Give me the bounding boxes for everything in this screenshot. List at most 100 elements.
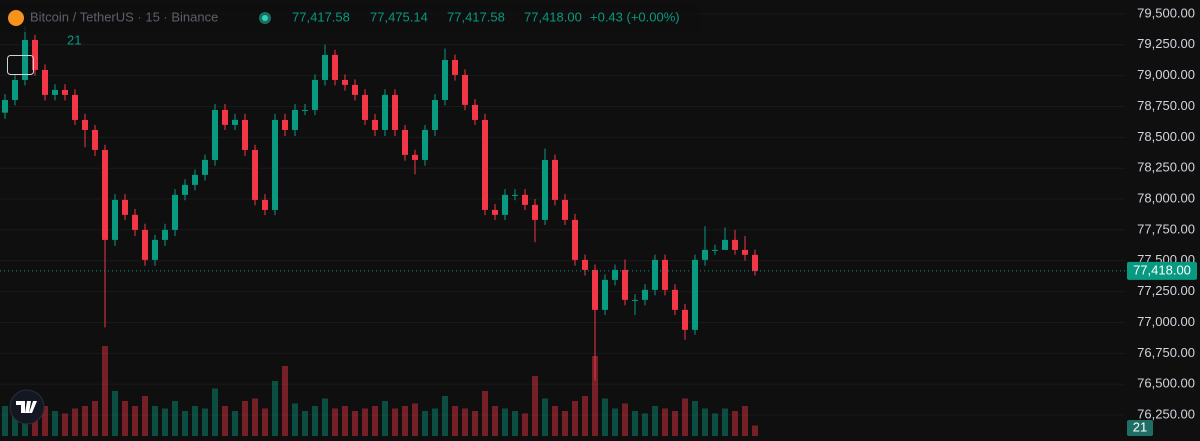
candle-body <box>202 159 208 175</box>
volume-bar <box>692 401 698 436</box>
volume-bar <box>392 408 398 436</box>
volume-bar <box>152 406 158 436</box>
volume-bar <box>352 411 358 436</box>
volume-bar <box>532 376 538 436</box>
volume-bar <box>752 425 758 436</box>
volume-bar <box>462 408 468 436</box>
last-price-label: 77,418.00 <box>1133 262 1191 277</box>
candle-body <box>242 119 248 150</box>
volume-bar <box>172 401 178 436</box>
volume-bar <box>132 406 138 436</box>
volume-bar <box>272 381 278 436</box>
volume-bar <box>572 401 578 436</box>
candle-body <box>532 204 538 220</box>
candle-body <box>422 129 428 160</box>
candle-body <box>262 199 268 210</box>
volume-bar <box>442 396 448 436</box>
volume-bar <box>332 408 338 436</box>
volume-bar <box>52 411 58 436</box>
volume-bar <box>2 406 8 436</box>
candle-body <box>452 59 458 75</box>
volume-legend: 21 <box>67 32 81 47</box>
candle-body <box>432 99 438 130</box>
y-tick-label: 79,000.00 <box>1137 67 1195 82</box>
candle-body <box>362 94 368 120</box>
volume-bar <box>612 408 618 436</box>
candle-body <box>52 89 58 95</box>
candle-layer <box>0 26 1125 381</box>
candle-body <box>322 54 328 80</box>
volume-bar <box>42 406 48 436</box>
candle-body <box>462 74 468 105</box>
header-high: 77,475.14 <box>370 9 428 24</box>
volume-bar <box>492 406 498 436</box>
candle-body <box>692 259 698 330</box>
volume-bar <box>72 408 78 436</box>
y-tick-label: 76,500.00 <box>1137 376 1195 391</box>
volume-bar <box>422 411 428 436</box>
volume-bar <box>182 411 188 436</box>
volume-bar <box>582 396 588 436</box>
candle-body <box>582 259 588 270</box>
candle-body <box>82 119 88 130</box>
volume-bar <box>82 406 88 436</box>
volume-bar <box>202 408 208 436</box>
volume-bar <box>372 406 378 436</box>
candle-body <box>482 119 488 210</box>
volume-bar <box>232 411 238 436</box>
y-tick-label: 78,750.00 <box>1137 98 1195 113</box>
logo-mark <box>16 401 37 413</box>
candle-body <box>382 94 388 130</box>
candle-body <box>412 154 418 160</box>
symbol[interactable]: Bitcoin / TetherUS · 15 · Binance <box>30 9 218 24</box>
candle-body <box>102 149 108 240</box>
volume-bar <box>432 408 438 436</box>
y-tick-label: 79,250.00 <box>1137 36 1195 51</box>
volume-bar <box>382 401 388 436</box>
volume-bar <box>712 413 718 436</box>
volume-bar <box>92 401 98 436</box>
header-close: 77,418.00 <box>524 9 582 24</box>
volume-bar <box>62 413 68 436</box>
volume-bar <box>632 411 638 436</box>
candle-body <box>442 59 448 100</box>
candle-body <box>522 194 528 205</box>
volume-bar <box>402 406 408 436</box>
candle-body <box>302 109 308 111</box>
volume-bar <box>672 411 678 436</box>
candle-body <box>512 194 518 196</box>
candle-body <box>642 289 648 300</box>
volume-axis-box <box>1127 420 1153 436</box>
y-tick-label: 76,750.00 <box>1137 345 1195 360</box>
y-tick-label: 78,000.00 <box>1137 190 1195 205</box>
volume-bar <box>542 398 548 436</box>
volume-bar <box>682 398 688 436</box>
candle-body <box>212 109 218 160</box>
candle-body <box>232 119 238 125</box>
candle-body <box>252 149 258 200</box>
volume-bar <box>732 411 738 436</box>
coin-icon <box>8 10 24 26</box>
volume-bar <box>552 406 558 436</box>
candle-body <box>472 104 478 120</box>
candle-body <box>402 129 408 155</box>
volume-bar <box>482 391 488 436</box>
last-price-box <box>1127 261 1197 280</box>
volume-bar <box>142 396 148 436</box>
header-bg <box>0 4 700 32</box>
candle-body <box>332 54 338 80</box>
candle-body <box>612 269 618 280</box>
y-tick-label: 77,250.00 <box>1137 283 1195 298</box>
button[interactable] <box>7 55 34 75</box>
candle-body <box>312 79 318 110</box>
volume-bar <box>342 406 348 436</box>
volume-bar <box>502 408 508 436</box>
y-tick-label: 77,750.00 <box>1137 221 1195 236</box>
candle-body <box>622 269 628 300</box>
volume-bar <box>312 406 318 436</box>
candle-body <box>132 214 138 230</box>
candle-body <box>92 129 98 150</box>
